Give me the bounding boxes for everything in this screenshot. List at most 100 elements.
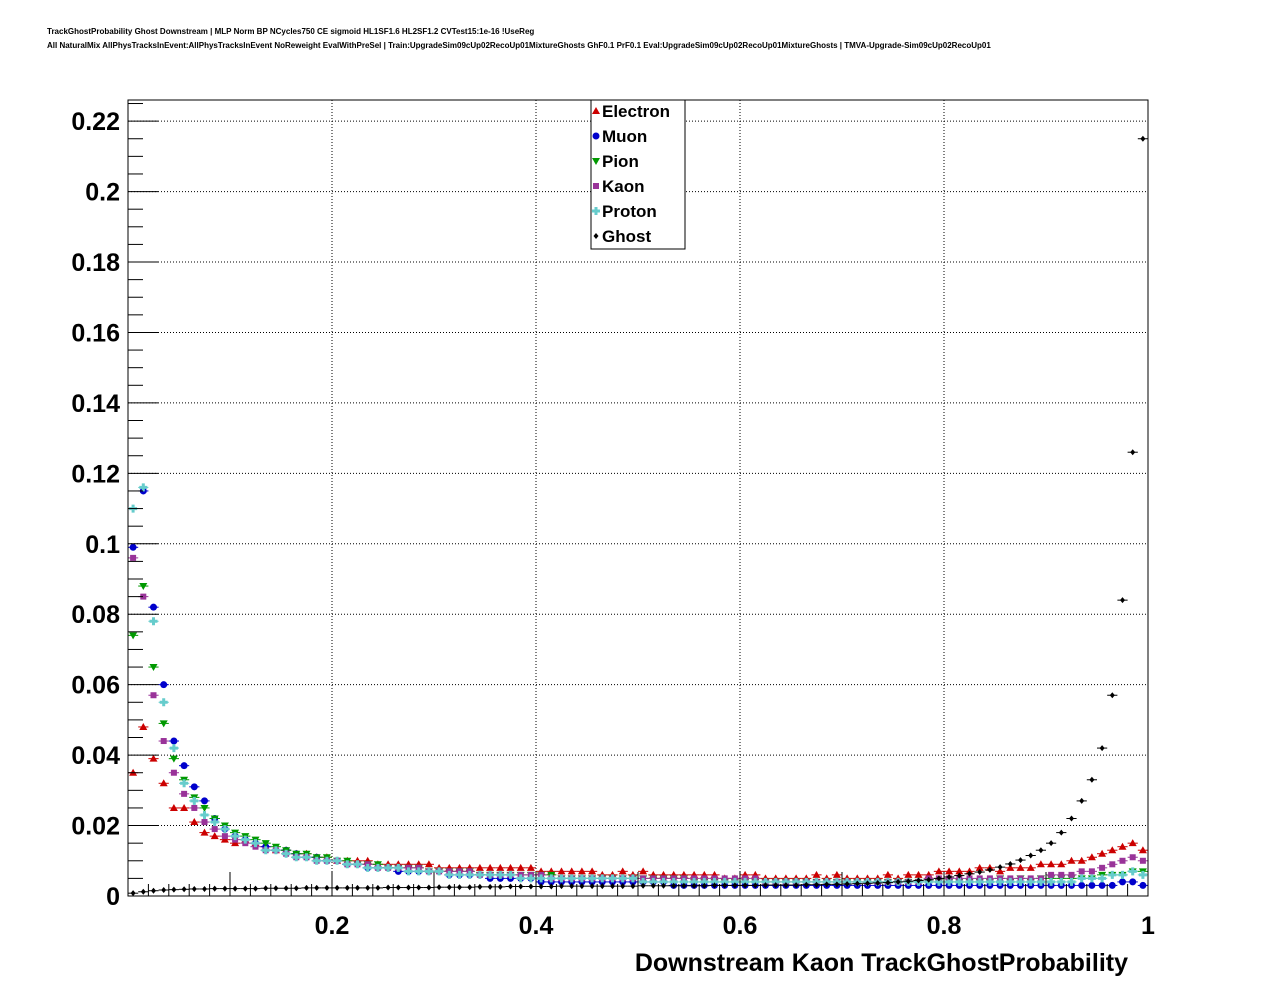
data-point: [1057, 877, 1066, 886]
data-point: [661, 882, 666, 889]
data-point: [149, 754, 158, 762]
data-point: [916, 877, 921, 884]
data-point: [1088, 881, 1096, 889]
y-tick-label: 0: [106, 883, 120, 911]
data-point: [710, 877, 719, 886]
data-point: [659, 877, 668, 886]
legend-label: Pion: [602, 152, 639, 171]
data-point: [150, 603, 157, 611]
data-point: [487, 883, 493, 890]
data-point: [169, 744, 178, 753]
data-point: [1099, 864, 1106, 871]
data-point: [975, 877, 984, 886]
data-point: [955, 867, 964, 875]
data-point: [465, 870, 474, 879]
data-point: [375, 884, 381, 891]
legend-marker: [592, 207, 600, 215]
data-point: [1047, 877, 1056, 886]
legend-marker: [592, 132, 600, 140]
data-point: [997, 864, 1003, 871]
data-point: [618, 867, 627, 875]
data-point: [395, 884, 401, 891]
data-point: [324, 884, 330, 891]
data-point: [588, 867, 597, 875]
data-point: [159, 720, 168, 728]
legend-label: Proton: [602, 202, 657, 221]
chart-title-line-1: TrackGhostProbability Ghost Downstream |…: [47, 27, 535, 36]
data-point: [1016, 863, 1025, 871]
data-point: [883, 870, 892, 878]
data-point: [292, 853, 301, 862]
data-point: [589, 883, 595, 890]
data-point: [130, 554, 137, 561]
data-point: [996, 877, 1005, 886]
data-point: [1099, 745, 1105, 752]
data-point: [904, 870, 913, 878]
data-point: [1089, 776, 1095, 783]
data-point: [1119, 878, 1126, 886]
data-point: [322, 856, 331, 865]
data-point: [283, 885, 289, 892]
data-point: [436, 884, 442, 891]
data-point: [1118, 842, 1127, 850]
data-point: [475, 863, 484, 871]
data-point: [180, 779, 189, 788]
data-point: [945, 867, 954, 875]
legend-marker: [592, 107, 600, 114]
data-point: [854, 880, 860, 887]
data-point: [180, 803, 189, 811]
data-point: [363, 863, 372, 872]
y-tick-label: 0.2: [85, 179, 120, 207]
data-point: [1047, 860, 1056, 868]
data-point: [577, 874, 586, 883]
data-point: [151, 887, 156, 894]
data-point: [171, 886, 177, 893]
data-point: [526, 863, 535, 871]
data-point: [671, 882, 677, 889]
series-electron: [128, 722, 1148, 882]
data-point: [445, 870, 454, 879]
data-point: [763, 882, 768, 889]
data-point: [140, 593, 147, 600]
data-point: [424, 860, 433, 868]
data-point: [424, 867, 433, 876]
data-point: [895, 878, 901, 885]
data-point: [170, 737, 178, 745]
data-point: [926, 876, 932, 883]
legend-box: [590, 99, 686, 250]
data-point: [1130, 449, 1136, 456]
data-point: [783, 882, 789, 889]
data-point: [1098, 849, 1107, 857]
data-point: [773, 882, 779, 889]
data-point: [220, 825, 229, 834]
series-kaon: [128, 554, 1148, 885]
data-point: [599, 883, 605, 890]
legend-label: Kaon: [602, 177, 645, 196]
series-pion: [128, 583, 1148, 886]
data-point: [832, 870, 841, 878]
data-point: [261, 846, 270, 855]
y-tick-label: 0.18: [71, 249, 120, 277]
data-point: [741, 877, 750, 886]
data-point: [1087, 853, 1096, 861]
data-point: [934, 877, 943, 886]
data-point: [1068, 871, 1075, 878]
data-point: [220, 835, 229, 843]
data-point: [159, 779, 168, 787]
data-point: [190, 796, 199, 805]
data-point: [355, 884, 360, 891]
data-point: [201, 797, 208, 805]
data-point: [681, 882, 687, 889]
data-point: [181, 886, 187, 893]
data-point: [334, 884, 340, 891]
data-point: [1109, 861, 1116, 868]
data-point: [1139, 881, 1147, 889]
data-point: [129, 632, 138, 640]
data-point: [814, 881, 819, 888]
data-point: [1129, 878, 1137, 886]
data-point: [384, 863, 393, 872]
data-point: [557, 867, 566, 875]
data-point: [691, 882, 697, 889]
tick-labels: 0.2 0.4 0.6 0.8 1 0 0.02 0.04 0.06 0.08 0.1 0.12 0.1…: [71, 108, 1155, 940]
x-tick-label: 0.6: [723, 912, 758, 940]
